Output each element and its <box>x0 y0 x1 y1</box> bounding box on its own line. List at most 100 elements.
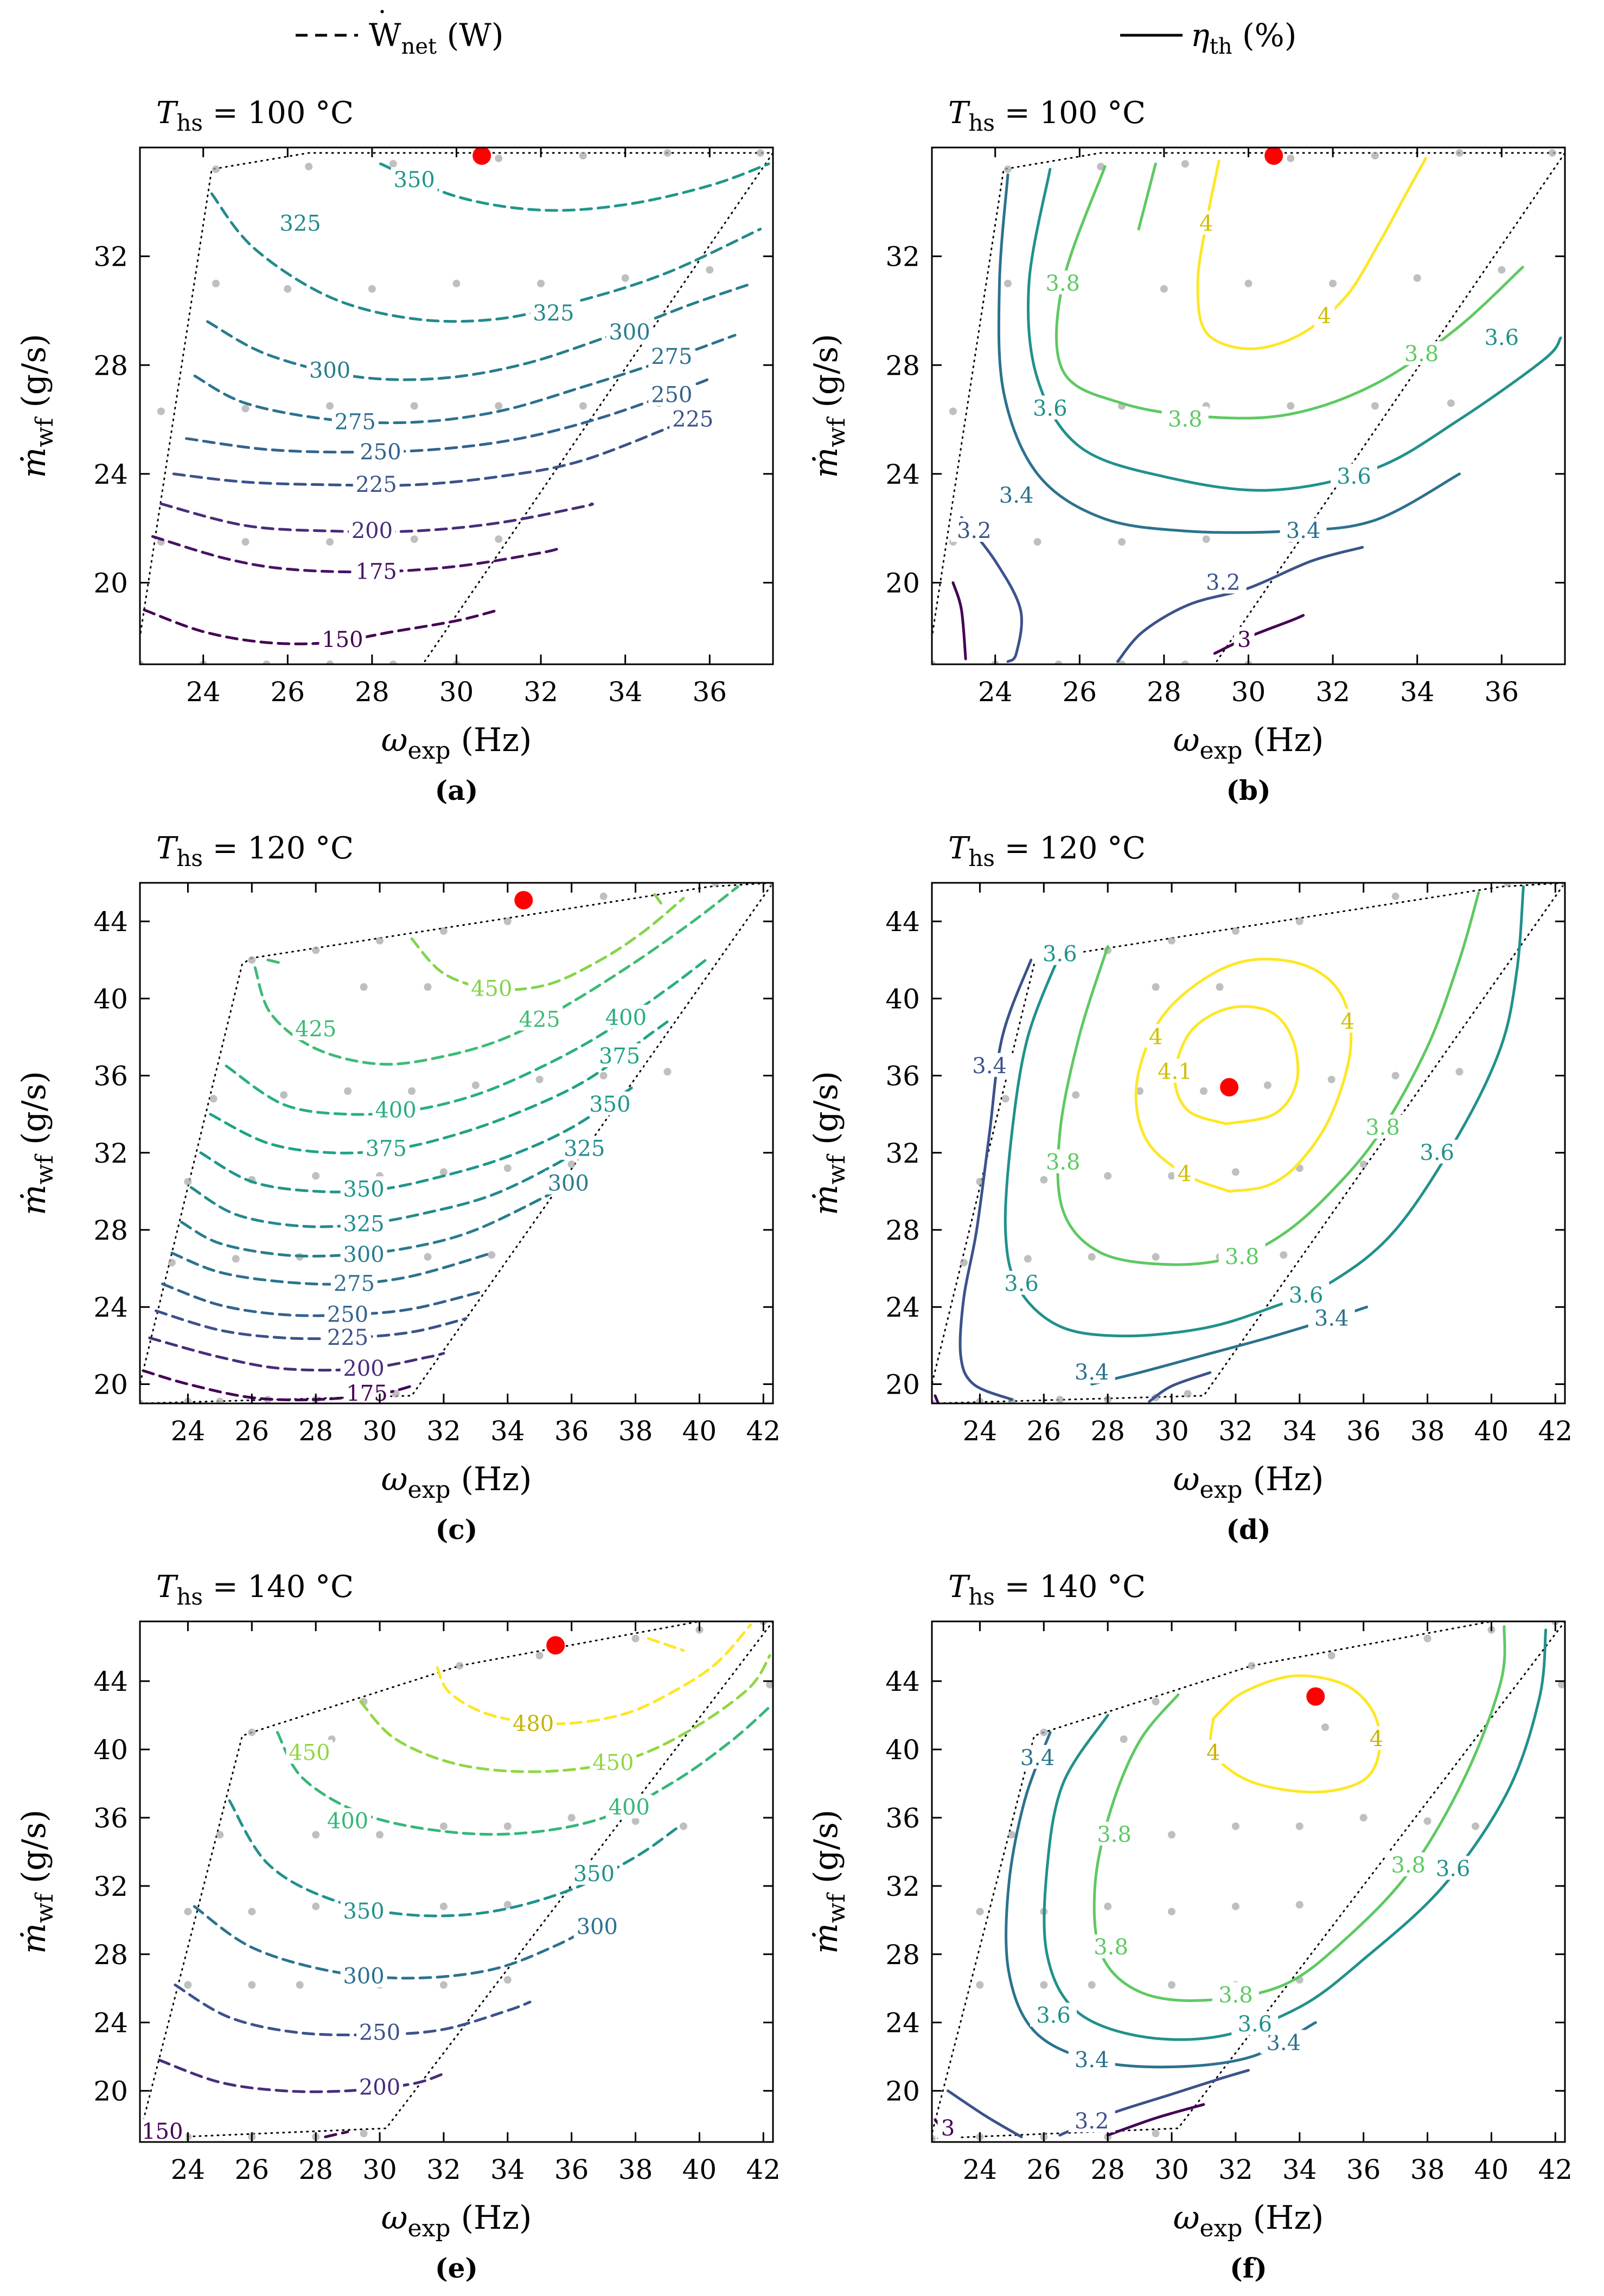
x-tick-label: 30 <box>362 2154 397 2185</box>
x-tick-label: 32 <box>523 676 558 708</box>
x-axis-sub: exp <box>1200 2215 1243 2242</box>
y-tick-label: 40 <box>885 983 920 1015</box>
contour-label: 200 <box>343 1356 384 1381</box>
contour-label-bg <box>340 1356 387 1380</box>
sample-point <box>1008 1831 1016 1839</box>
x-tick-label: 34 <box>608 676 643 708</box>
contour-line-3_8 <box>1055 165 1524 420</box>
sample-point <box>960 1259 968 1267</box>
x-axis-label: ωexp (Hz) <box>381 1460 532 1504</box>
sample-point <box>1287 402 1295 410</box>
sample-point <box>360 2130 368 2138</box>
contour-line-3_6 <box>1004 885 1525 1338</box>
sample-point <box>216 1397 224 1403</box>
panel-title-symbol: T <box>948 831 970 866</box>
y-tick-label: 20 <box>93 1369 128 1400</box>
y-axis-sub: wf <box>31 1893 59 1923</box>
contour-label-bg <box>1478 325 1525 349</box>
contour-label-bg <box>648 382 695 406</box>
contour-label-bg <box>324 1301 372 1326</box>
x-axis-symbol: ω <box>381 2199 408 2237</box>
contour-label-bg <box>348 518 395 542</box>
sample-point <box>376 937 384 945</box>
contour-line-3_2 <box>960 516 1023 663</box>
sample-point <box>376 1831 384 1839</box>
contour-label-bg <box>1282 1282 1330 1306</box>
contour-label: 3.8 <box>1045 271 1080 296</box>
sample-point <box>503 918 512 926</box>
contour-label-bg <box>357 439 404 463</box>
contour-label: 300 <box>548 1171 589 1196</box>
contour-line-225 <box>155 1309 468 1341</box>
contour-label: 3.4 <box>1075 1360 1109 1385</box>
x-axis-symbol: ω <box>1173 2199 1200 2237</box>
x-axis-symbol: ω <box>381 1460 408 1498</box>
contour-line-175 <box>151 535 564 574</box>
panel-caption: (c) <box>436 1513 478 1545</box>
x-axis-label: ωexp (Hz) <box>1173 1460 1324 1504</box>
contour-label: 325 <box>533 301 574 326</box>
sample-point <box>1001 1095 1009 1103</box>
x-tick-label: 34 <box>490 1415 525 1447</box>
contour-label-bg <box>530 300 577 324</box>
y-axis-unit: (g/s) <box>15 334 53 418</box>
sample-point <box>1088 1981 1096 1989</box>
contour-label: 3.6 <box>1436 1856 1471 1881</box>
sample-point <box>1231 1168 1239 1176</box>
sample-point <box>1280 1251 1288 1259</box>
sample-point <box>248 1908 256 1916</box>
contour-label-bg <box>372 1097 419 1121</box>
contour-label: 3.6 <box>1043 942 1077 967</box>
sample-point <box>326 402 334 410</box>
contour-label: 250 <box>327 1302 368 1327</box>
x-tick-label: 36 <box>1484 676 1519 708</box>
contour-line-3_2 <box>934 1394 940 1403</box>
sample-point <box>305 163 313 171</box>
contour-label: 450 <box>592 1750 634 1775</box>
sample-point <box>503 1901 512 1909</box>
contour-label: 3.2 <box>1206 570 1241 595</box>
contour-label: 3.6 <box>1036 2003 1071 2028</box>
sample-point <box>157 407 165 415</box>
contour-label-bg <box>340 1899 387 1923</box>
y-axis-symbol: ṁ <box>807 1923 845 1954</box>
contour-label-bg <box>353 559 400 583</box>
y-tick-label: 32 <box>885 1138 920 1169</box>
contour-label-bg <box>590 1750 637 1774</box>
x-tick-label: 36 <box>1346 1415 1381 1447</box>
y-axis-unit: (g/s) <box>15 1071 53 1155</box>
x-tick-label: 30 <box>362 1415 397 1447</box>
sample-point <box>1160 285 1168 293</box>
sample-point <box>1558 1681 1565 1689</box>
sample-point <box>1056 1395 1064 1403</box>
y-axis-label: ṁwf (g/s) <box>15 1071 59 1215</box>
sample-point <box>1295 918 1303 926</box>
y-axis-unit: (g/s) <box>807 1071 845 1155</box>
sample-point <box>1472 1822 1479 1830</box>
sample-point <box>1004 165 1012 174</box>
contour-label: 400 <box>605 1005 647 1030</box>
contour-line-250 <box>185 377 711 454</box>
x-tick-label: 38 <box>618 1415 653 1447</box>
contour-label-bg <box>1174 1160 1195 1185</box>
contour-label: 450 <box>471 977 512 1002</box>
sample-point <box>248 1981 256 1989</box>
x-tick-label: 42 <box>746 2154 781 2185</box>
sample-point <box>312 1831 320 1839</box>
sample-point <box>439 1902 448 1910</box>
sample-point <box>1033 538 1041 546</box>
y-tick-label: 32 <box>885 241 920 273</box>
contour-label: 3.8 <box>1404 342 1439 367</box>
x-tick-label: 30 <box>439 676 474 708</box>
contour-label: 4 <box>1206 1740 1220 1765</box>
sample-point <box>932 1400 936 1403</box>
panel-title: Ths = 140 °C <box>156 1569 354 1610</box>
contour-label-bg <box>602 1004 649 1029</box>
sample-point <box>503 1822 512 1830</box>
plot-area: 3 3.23.43.43.43.6 3.63.63.83.83.83.844 <box>932 1621 1565 2142</box>
x-tick-label: 40 <box>1474 1415 1509 1447</box>
sample-point <box>1248 1662 1256 1670</box>
x-tick-label: 26 <box>1026 2154 1061 2185</box>
contour-label-bg <box>1039 270 1087 294</box>
contour-label: 4 <box>1149 1024 1162 1049</box>
